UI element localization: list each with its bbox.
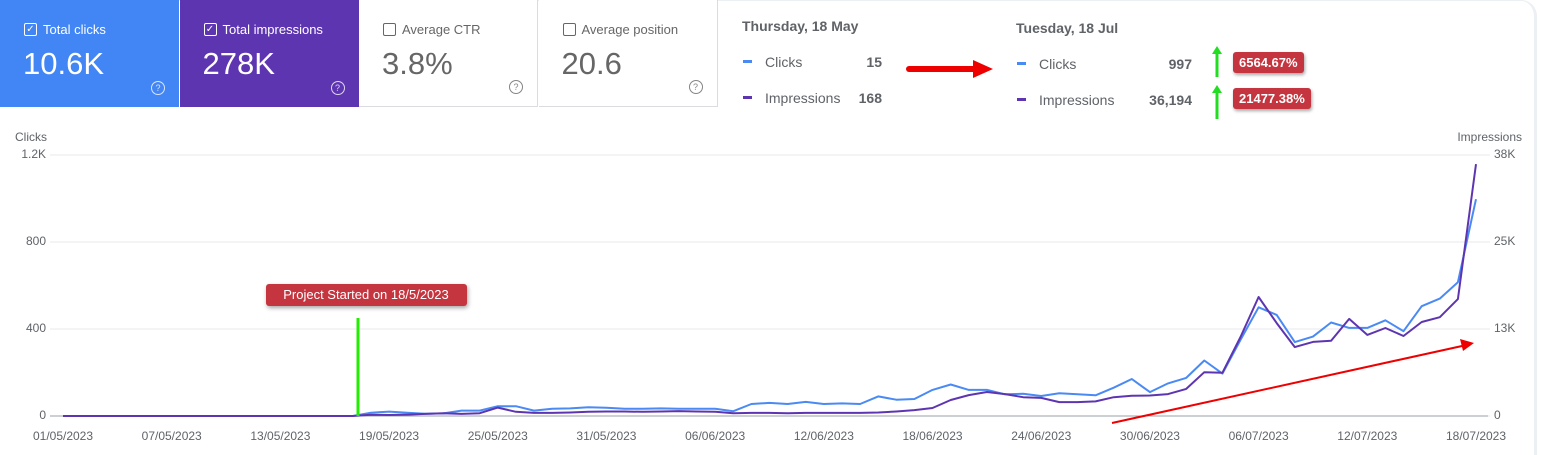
date: Tuesday, 18 Jul	[1016, 20, 1119, 36]
metric-label-row: Average CTR	[383, 22, 481, 37]
help-icon: ?	[509, 80, 523, 94]
legend-dash	[743, 96, 752, 99]
help-icon: ?	[688, 80, 703, 94]
legend-dash	[743, 60, 752, 63]
trend-arrow	[1111, 345, 1463, 424]
checkbox	[383, 23, 396, 36]
checkbox: ✓	[24, 23, 37, 36]
x-tick-label: 25/05/2023	[468, 429, 528, 443]
y2-tick-label: 13K	[1494, 321, 1515, 335]
metric-tile[interactable]: ✓ Total impressions 278K?	[179, 0, 359, 107]
metric-value: 20.6	[561, 46, 622, 81]
annotation-box	[266, 284, 467, 306]
up-arrows	[1212, 46, 1222, 119]
change-badge: 6564.67%	[1233, 52, 1304, 73]
metric-tile[interactable]: ✓ Total clicks 10.6K?	[0, 0, 179, 107]
x-tick-label: 19/05/2023	[359, 429, 419, 443]
row-value: 36,194	[1149, 92, 1192, 108]
metric-value: 278K	[202, 46, 275, 81]
row-label: Impressions	[765, 90, 841, 106]
y2-tick-label: 0	[1494, 408, 1501, 422]
metric-label: Average position	[581, 22, 679, 37]
annotation: Project Started on 18/5/2023	[283, 287, 449, 302]
chart: Clicks Impressions 0 400 800 1.2K 0 13K 25K 38K…	[15, 130, 1522, 443]
x-tick-label: 06/07/2023	[1229, 429, 1289, 443]
y2-tick-label: 25K	[1494, 234, 1515, 248]
checkbox: ✓	[203, 23, 217, 36]
x-tick-label: 12/07/2023	[1337, 429, 1397, 443]
x-tick-label: 01/05/2023	[33, 429, 93, 443]
y-tick-label: 1.2K	[21, 147, 46, 161]
metric-label: Average CTR	[402, 22, 481, 37]
y-axis-title: Clicks	[15, 130, 47, 144]
legend-dash	[1017, 98, 1026, 101]
row-value: 168	[858, 90, 882, 106]
x-tick-label: 31/05/2023	[576, 429, 636, 443]
metric-label: Total clicks	[43, 22, 106, 37]
metric-value: 10.6K	[23, 46, 105, 81]
x-tick-label: 06/06/2023	[685, 429, 745, 443]
help-icon: ?	[151, 81, 165, 95]
row-label: Clicks	[1039, 56, 1077, 72]
x-tick-label: 18/07/2023	[1446, 429, 1506, 443]
x-tick-label: 18/06/2023	[903, 429, 963, 443]
metric-label-row: Average position	[562, 22, 679, 37]
help-icon: ?	[330, 81, 345, 95]
legend-dash	[1017, 62, 1026, 65]
arrow	[906, 60, 993, 78]
row-label: Clicks	[765, 54, 803, 70]
x-tick-label: 07/05/2023	[142, 429, 202, 443]
metric-label: Total impressions	[222, 22, 323, 37]
date: Thursday, 18 May	[742, 18, 859, 34]
metric-tile[interactable]: Average CTR 3.8%?	[359, 0, 538, 107]
metric-tile[interactable]: Average position 20.6?	[538, 0, 718, 107]
x-tick-label: 30/06/2023	[1120, 429, 1180, 443]
x-tick-label: 13/05/2023	[250, 429, 310, 443]
metric-label-row: ✓ Total impressions	[203, 22, 323, 37]
row-value: 15	[866, 54, 882, 70]
y-tick-label: 800	[26, 234, 46, 248]
y2-tick-label: 38K	[1494, 147, 1515, 161]
y-tick-label: 0	[39, 408, 46, 422]
y2-axis-title: Impressions	[1457, 130, 1522, 144]
series-line	[63, 163, 1477, 417]
change-badge: 21477.38%	[1233, 88, 1311, 109]
row-label: Impressions	[1039, 92, 1115, 108]
x-tick-label: 12/06/2023	[794, 429, 854, 443]
metric-value: 3.8%	[382, 46, 453, 81]
series-line	[63, 198, 1477, 417]
x-tick-label: 24/06/2023	[1011, 429, 1071, 443]
row-value: 997	[1168, 56, 1192, 72]
checkbox	[562, 23, 576, 36]
trend-arrow-head	[1460, 339, 1474, 351]
metric-label-row: ✓ Total clicks	[24, 22, 106, 37]
y-tick-label: 400	[26, 321, 46, 335]
